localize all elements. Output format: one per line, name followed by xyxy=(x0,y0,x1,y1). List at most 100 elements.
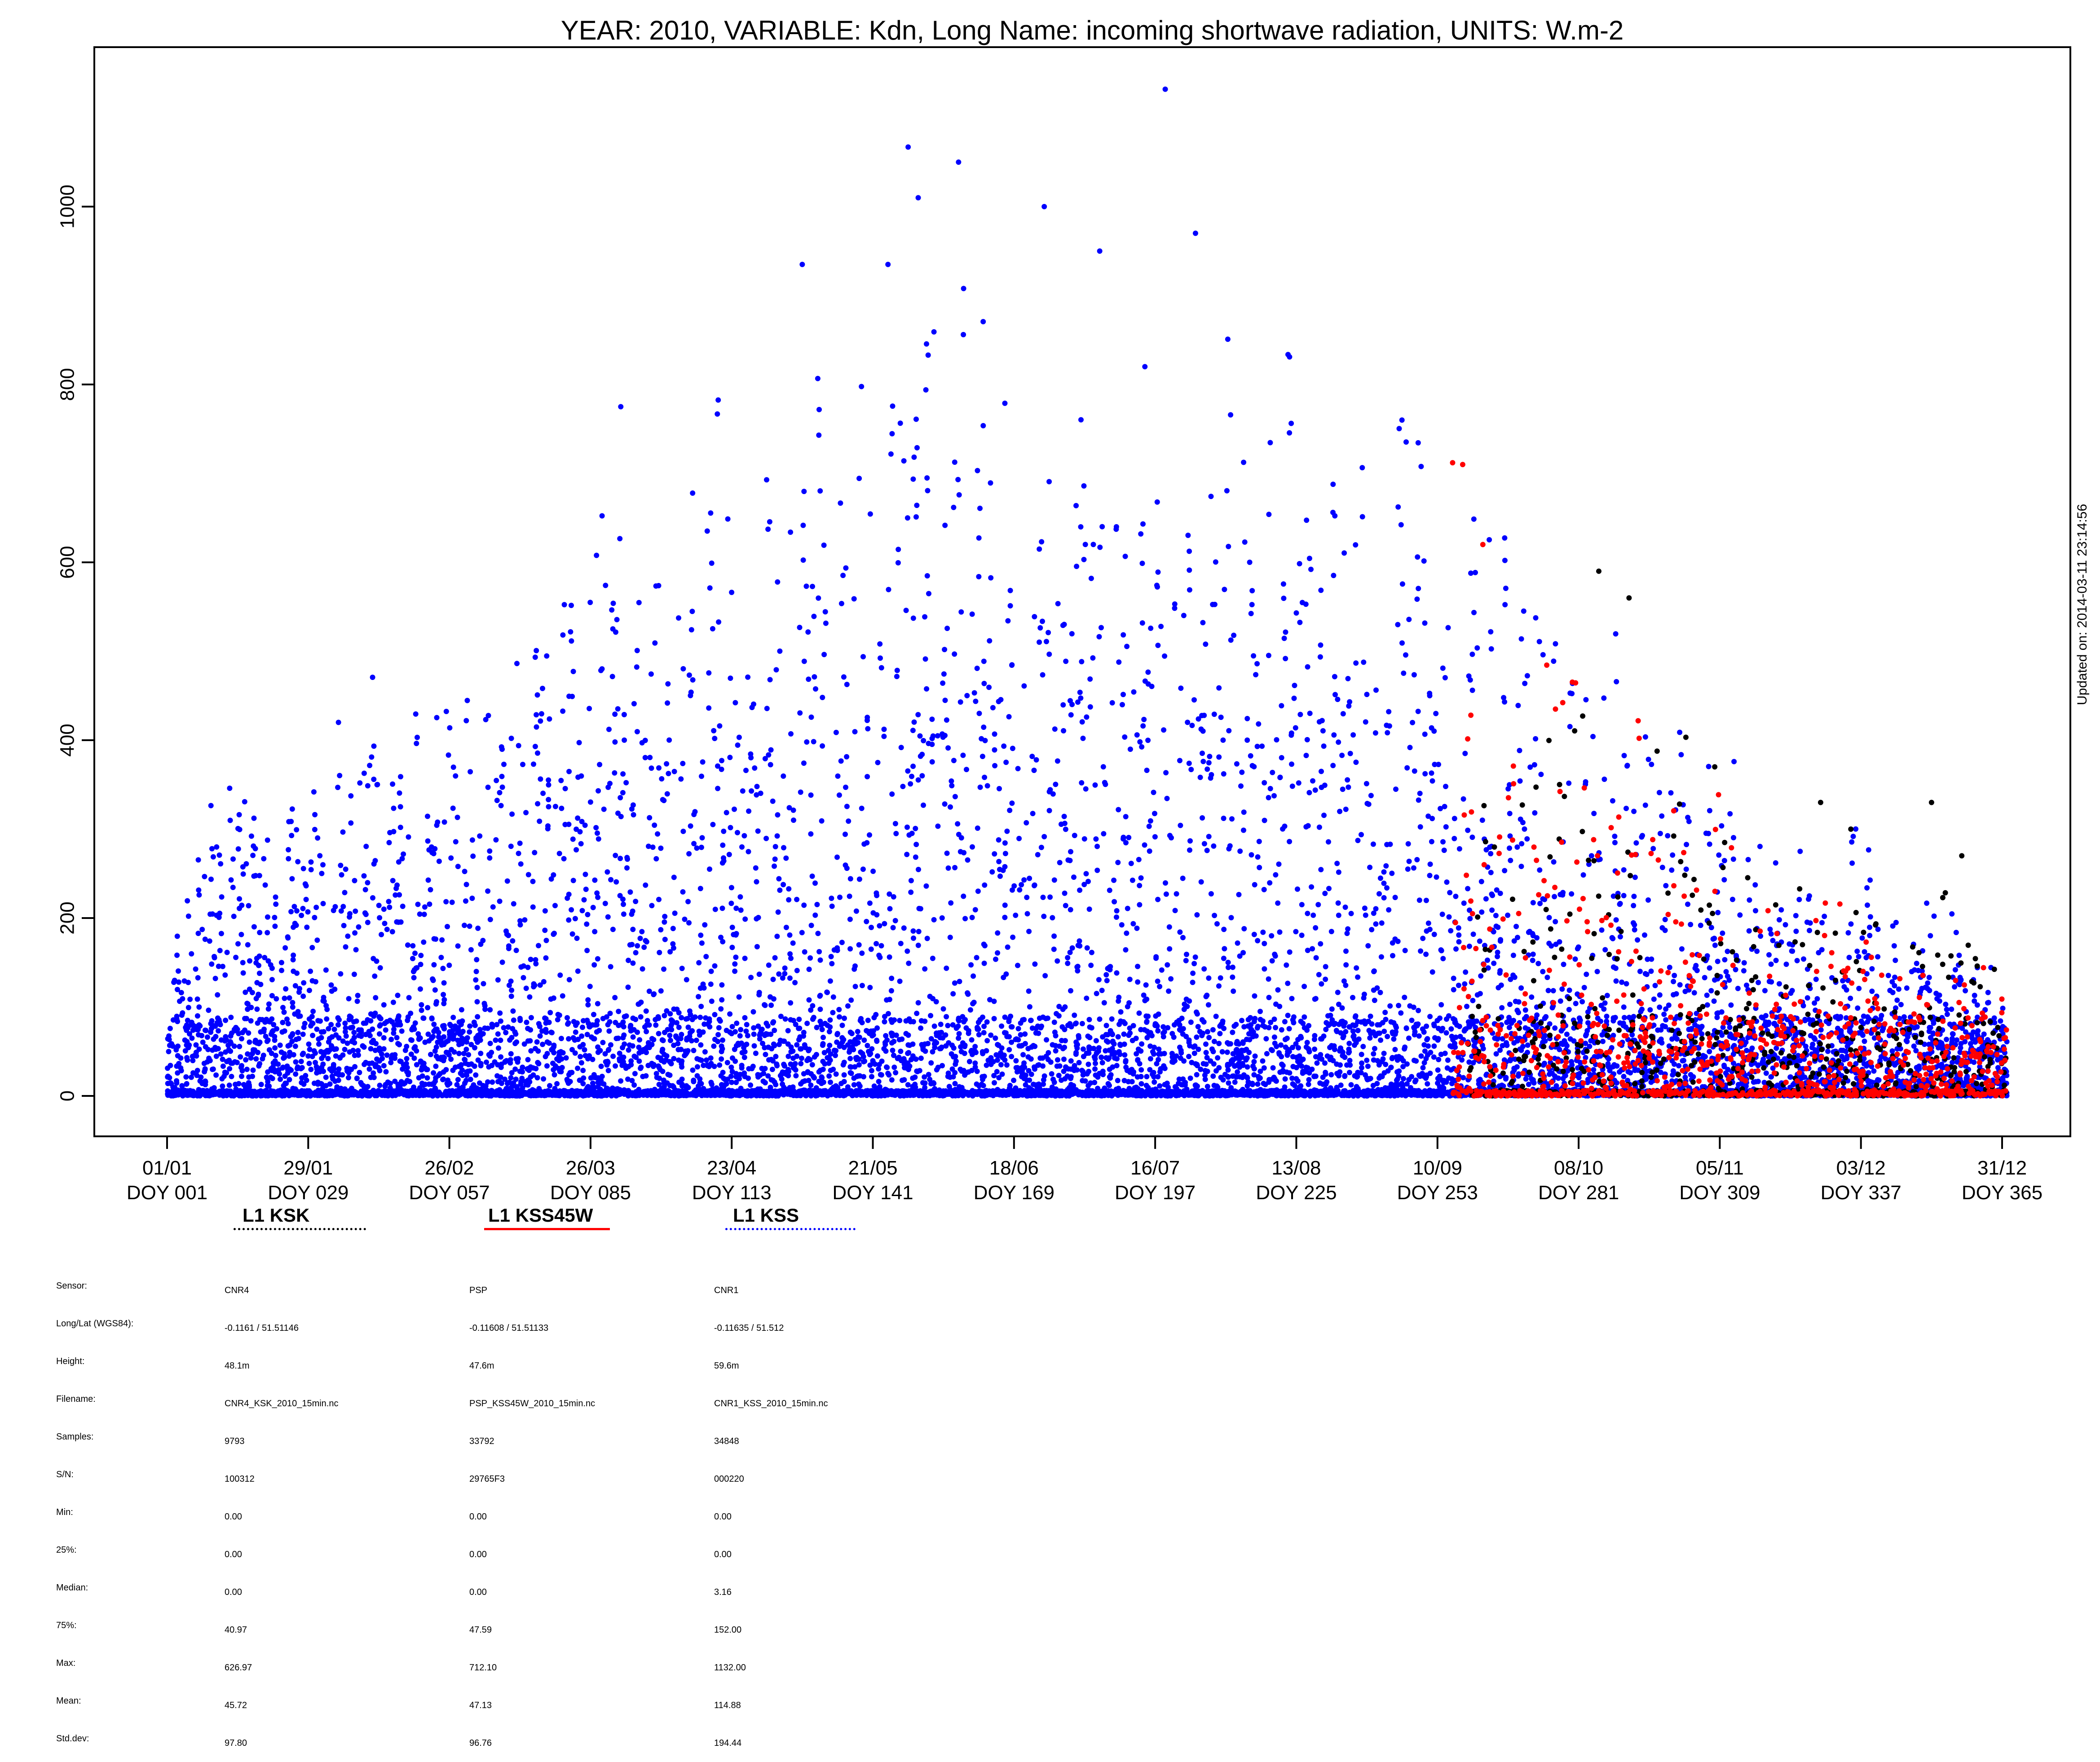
data-point xyxy=(666,737,672,743)
data-point xyxy=(204,1034,210,1040)
data-point xyxy=(680,829,686,834)
data-point xyxy=(803,583,809,589)
data-point xyxy=(566,821,572,827)
data-point xyxy=(831,947,837,953)
data-point xyxy=(656,765,662,771)
data-point xyxy=(509,1070,515,1076)
data-point xyxy=(565,1080,571,1086)
data-point xyxy=(980,423,986,428)
data-point xyxy=(894,674,900,680)
data-point xyxy=(618,1078,624,1084)
data-point xyxy=(656,1031,662,1037)
data-point xyxy=(346,1075,351,1081)
data-point xyxy=(415,734,420,740)
data-point xyxy=(669,1027,675,1033)
data-point xyxy=(992,851,997,857)
data-point xyxy=(868,946,874,952)
data-point xyxy=(618,1022,624,1028)
data-point xyxy=(758,790,763,796)
data-point xyxy=(530,1072,536,1078)
data-point xyxy=(346,1091,352,1097)
data-point xyxy=(205,1090,211,1095)
data-point xyxy=(929,759,935,765)
data-point xyxy=(303,1073,309,1078)
data-point xyxy=(717,1062,723,1068)
data-point xyxy=(945,865,951,871)
data-point xyxy=(659,1049,665,1055)
data-point xyxy=(328,1022,334,1028)
data-point xyxy=(891,894,896,900)
data-point xyxy=(397,892,402,898)
data-point xyxy=(459,1007,464,1013)
data-point xyxy=(785,1073,791,1078)
data-point xyxy=(720,842,726,848)
data-point xyxy=(889,431,895,437)
data-point xyxy=(206,1007,212,1013)
data-point xyxy=(441,980,447,986)
data-point xyxy=(175,1043,181,1049)
data-point xyxy=(556,851,562,857)
data-point xyxy=(408,1011,414,1016)
data-point xyxy=(858,1049,864,1055)
data-point xyxy=(391,829,397,835)
data-point xyxy=(865,774,870,780)
data-point xyxy=(728,885,734,891)
data-point xyxy=(341,923,347,928)
data-point xyxy=(613,1063,618,1069)
data-point xyxy=(220,963,225,969)
data-point xyxy=(924,936,930,941)
data-point xyxy=(844,866,850,871)
data-point xyxy=(806,967,812,972)
data-point xyxy=(603,583,609,588)
data-point xyxy=(376,902,382,908)
data-point xyxy=(794,967,800,973)
data-point xyxy=(667,1033,673,1038)
data-point xyxy=(989,869,995,875)
data-point xyxy=(976,711,982,716)
data-point xyxy=(244,1066,250,1072)
data-point xyxy=(942,698,948,703)
data-point xyxy=(280,1005,286,1011)
data-point xyxy=(523,985,529,991)
data-point xyxy=(931,1081,937,1086)
data-point xyxy=(180,1010,185,1016)
data-point xyxy=(321,1069,326,1074)
data-point xyxy=(934,1067,940,1073)
data-point xyxy=(643,1008,649,1014)
data-point xyxy=(944,965,949,971)
data-point xyxy=(717,723,723,729)
data-point xyxy=(649,903,655,909)
data-point xyxy=(266,1001,272,1007)
data-point xyxy=(397,804,403,810)
data-point xyxy=(520,1064,525,1070)
data-point xyxy=(528,1015,534,1020)
data-point xyxy=(352,1052,357,1058)
data-point xyxy=(1002,914,1008,920)
data-point xyxy=(209,961,215,967)
data-point xyxy=(616,1008,622,1014)
data-point xyxy=(584,1032,590,1038)
data-point xyxy=(768,1002,774,1008)
data-point xyxy=(357,1069,362,1075)
data-point xyxy=(518,1088,524,1094)
data-point xyxy=(838,601,844,606)
data-point xyxy=(817,1007,823,1012)
data-point xyxy=(791,817,796,823)
data-point xyxy=(715,397,721,403)
data-point xyxy=(745,674,751,680)
data-point xyxy=(991,998,997,1004)
data-point xyxy=(436,858,442,864)
data-point xyxy=(202,1069,207,1075)
data-point xyxy=(901,1061,907,1067)
data-point xyxy=(256,1063,262,1069)
data-point xyxy=(365,880,371,886)
data-point xyxy=(785,1028,791,1033)
data-point xyxy=(964,767,969,773)
data-point xyxy=(961,332,966,337)
data-point xyxy=(240,960,246,966)
data-point xyxy=(924,686,930,692)
data-point xyxy=(932,1039,938,1045)
data-point xyxy=(855,1040,861,1046)
data-point xyxy=(790,1018,796,1024)
data-point xyxy=(493,1038,499,1043)
